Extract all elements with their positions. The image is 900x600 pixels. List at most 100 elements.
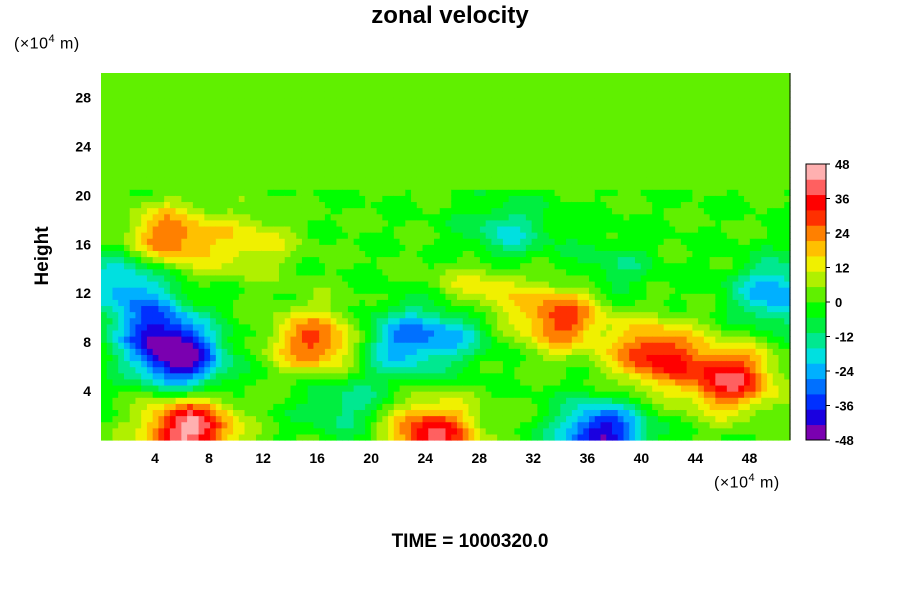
heatmap-cell	[520, 232, 527, 239]
heatmap-cell	[353, 287, 360, 294]
heatmap-cell	[256, 391, 263, 398]
heatmap-cell	[376, 176, 383, 184]
heatmap-cell	[353, 213, 360, 221]
heatmap-cell	[422, 195, 429, 203]
heatmap-cell	[129, 403, 137, 411]
heatmap-cell	[181, 397, 188, 404]
heatmap-cell	[123, 384, 131, 392]
heatmap-cell	[456, 299, 464, 307]
heatmap-cell	[571, 195, 579, 203]
heatmap-cell	[290, 238, 297, 245]
heatmap-cell	[405, 317, 412, 325]
heatmap-cell	[215, 189, 223, 196]
heatmap-cell	[324, 164, 332, 172]
heatmap-cell	[290, 213, 297, 221]
heatmap-cell	[169, 183, 177, 190]
heatmap-cell	[548, 73, 556, 80]
heatmap-cell	[520, 128, 527, 135]
heatmap-cell	[152, 409, 160, 417]
heatmap-cell	[284, 336, 292, 343]
heatmap-cell	[370, 250, 378, 258]
heatmap-cell	[370, 378, 378, 386]
heatmap-cell	[238, 311, 246, 319]
heatmap-cell	[256, 189, 263, 196]
heatmap-cell	[514, 372, 521, 380]
heatmap-cell	[566, 323, 573, 331]
heatmap-cell	[233, 170, 240, 178]
heatmap-cell	[181, 140, 188, 147]
heatmap-cell	[393, 427, 401, 435]
heatmap-cell	[342, 201, 349, 209]
heatmap-cell	[525, 85, 533, 92]
heatmap-cell	[290, 384, 297, 392]
heatmap-cell	[376, 336, 383, 343]
heatmap-cell	[221, 427, 228, 435]
heatmap-cell	[399, 342, 406, 349]
heatmap-cell	[284, 268, 292, 276]
heatmap-cell	[324, 415, 332, 423]
heatmap-cell	[118, 427, 125, 435]
heatmap-cell	[474, 158, 481, 166]
heatmap-cell	[250, 311, 257, 319]
heatmap-cell	[158, 189, 165, 196]
heatmap-cell	[531, 207, 538, 215]
heatmap-cell	[129, 433, 137, 441]
heatmap-cell	[520, 280, 527, 288]
heatmap-cell	[129, 372, 137, 380]
heatmap-cell	[256, 421, 263, 429]
heatmap-cell	[416, 238, 424, 245]
heatmap-cell	[566, 91, 573, 99]
heatmap-cell	[347, 256, 355, 264]
heatmap-cell	[112, 109, 119, 117]
heatmap-cell	[411, 115, 418, 123]
heatmap-cell	[273, 360, 280, 368]
heatmap-cell	[152, 164, 160, 172]
heatmap-cell	[537, 348, 544, 355]
heatmap-cell	[278, 189, 286, 196]
heatmap-cell	[152, 79, 160, 86]
heatmap-cell	[554, 195, 561, 203]
heatmap-cell	[273, 336, 280, 343]
heatmap-cell	[560, 348, 567, 355]
heatmap-cell	[330, 354, 338, 362]
heatmap-cell	[261, 262, 269, 270]
heatmap-cell	[479, 360, 487, 368]
heatmap-cell	[439, 91, 447, 99]
heatmap-cell	[382, 128, 389, 135]
heatmap-cell	[296, 384, 303, 392]
heatmap-cell	[456, 421, 464, 429]
heatmap-cell	[135, 293, 142, 300]
heatmap-cell	[313, 421, 320, 429]
heatmap-cell	[422, 170, 429, 178]
heatmap-cell	[278, 342, 286, 349]
heatmap-cell	[531, 274, 538, 282]
heatmap-cell	[141, 427, 148, 435]
heatmap-cell	[508, 189, 515, 196]
heatmap-cell	[141, 329, 148, 337]
heatmap-cell	[548, 183, 556, 190]
heatmap-cell	[491, 103, 498, 111]
heatmap-cell	[256, 415, 263, 423]
heatmap-cell	[525, 201, 533, 209]
heatmap-cell	[319, 403, 326, 411]
heatmap-cell	[256, 256, 263, 264]
heatmap-cell	[181, 121, 188, 129]
heatmap-cell	[129, 91, 137, 99]
heatmap-cell	[571, 207, 579, 215]
heatmap-cell	[336, 164, 343, 172]
heatmap-cell	[250, 433, 257, 441]
heatmap-cell	[451, 232, 458, 239]
heatmap-cell	[399, 317, 406, 325]
heatmap-cell	[347, 342, 355, 349]
heatmap-cell	[359, 121, 366, 129]
heatmap-cell	[370, 73, 378, 80]
heatmap-cell	[388, 274, 395, 282]
heatmap-cell	[359, 329, 366, 337]
heatmap-cell	[531, 336, 538, 343]
heatmap-cell	[497, 97, 504, 105]
heatmap-cell	[146, 305, 154, 313]
heatmap-cell	[204, 121, 211, 129]
heatmap-cell	[388, 85, 395, 92]
heatmap-cell	[359, 176, 366, 184]
heatmap-cell	[376, 427, 383, 435]
